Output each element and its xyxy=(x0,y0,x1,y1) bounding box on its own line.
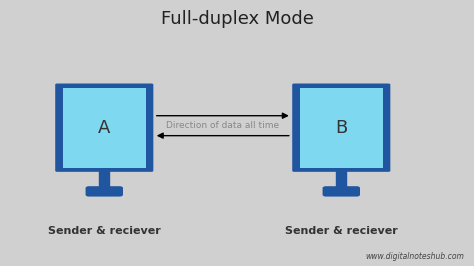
Text: www.digitalnoteshub.com: www.digitalnoteshub.com xyxy=(365,252,465,261)
FancyBboxPatch shape xyxy=(300,88,383,168)
Text: Sender & reciever: Sender & reciever xyxy=(48,226,161,236)
Text: Direction of data all time: Direction of data all time xyxy=(166,121,279,130)
Text: A: A xyxy=(98,119,110,137)
Bar xyxy=(336,171,346,189)
FancyBboxPatch shape xyxy=(63,88,146,168)
Text: B: B xyxy=(335,119,347,137)
Bar xyxy=(99,171,109,189)
FancyBboxPatch shape xyxy=(322,186,360,197)
Text: Full-duplex Mode: Full-duplex Mode xyxy=(161,10,313,28)
FancyBboxPatch shape xyxy=(85,186,123,197)
FancyBboxPatch shape xyxy=(292,84,390,172)
Text: Sender & reciever: Sender & reciever xyxy=(285,226,398,236)
FancyBboxPatch shape xyxy=(55,84,153,172)
